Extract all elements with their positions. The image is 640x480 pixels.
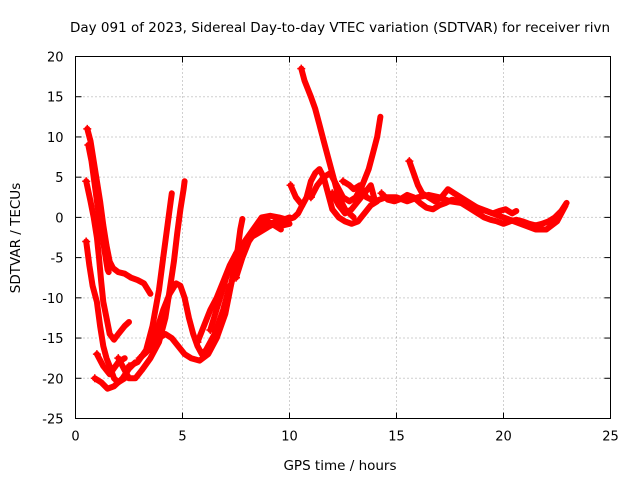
x-tick-label: 0 [71, 430, 79, 445]
series-arc8-start-marker [125, 362, 133, 371]
series-arc5-start-marker [90, 374, 99, 383]
series-arc3 [83, 178, 132, 343]
series-arc1-start-marker [83, 124, 92, 133]
series-arc12-start-marker [206, 326, 215, 335]
chart-title: Day 091 of 2023, Sidereal Day-to-day VTE… [70, 20, 610, 36]
series-arc3-start-marker [82, 177, 91, 186]
series-arc7 [115, 178, 188, 382]
grid [75, 56, 611, 419]
x-tick-labels: 0 5 10 15 20 25 [71, 430, 618, 445]
x-axis-label: GPS time / hours [283, 458, 396, 474]
y-tick-label: -25 [42, 413, 63, 428]
series-arc20-start-marker [405, 157, 414, 166]
y-tick-label: 5 [55, 171, 63, 186]
series-arc10-start-marker [146, 346, 155, 355]
series-arc21-start-marker [377, 189, 386, 198]
series-arc18 [329, 182, 379, 217]
series-arc4-start-marker [82, 237, 91, 246]
series-arc15 [287, 166, 381, 227]
x-tick-label: 20 [495, 430, 512, 445]
series-arc10 [147, 280, 233, 358]
y-tick-label: 0 [55, 211, 63, 226]
y-tick-label: 20 [47, 51, 64, 66]
series-arc19 [340, 178, 569, 233]
series-arc14-start-marker [232, 273, 240, 282]
y-tick-labels: -25 -20 -15 -10 -5 0 5 10 15 20 [42, 51, 63, 428]
series-arc16-start-marker [297, 64, 306, 73]
series-arc2 [85, 142, 112, 276]
y-axis-label: SDTVAR / TECUs [8, 183, 24, 293]
tick-marks [75, 56, 611, 419]
series-arc4 [83, 238, 128, 386]
data-traces [82, 64, 570, 392]
series-arc17 [307, 113, 384, 205]
series-arc17-start-marker [306, 193, 315, 202]
y-tick-label: 10 [47, 131, 64, 146]
x-tick-label: 15 [388, 430, 405, 445]
series-arc21 [378, 190, 570, 229]
x-tick-label: 10 [281, 430, 298, 445]
series-arc15-start-marker [286, 181, 295, 190]
y-tick-label: -10 [42, 292, 63, 307]
series-arc2-start-marker [84, 140, 93, 149]
y-tick-label: -20 [42, 372, 63, 387]
y-tick-label: -5 [51, 252, 64, 267]
x-tick-label: 25 [602, 430, 619, 445]
series-arc6-start-marker [92, 350, 101, 359]
series-arc20 [406, 158, 520, 217]
series-arc9-start-marker [135, 354, 144, 363]
plot-frame [75, 56, 611, 419]
series-arc12 [207, 202, 306, 333]
series-arc13-start-marker [221, 301, 230, 310]
y-tick-label: -15 [42, 332, 63, 347]
series-arc7-start-marker [114, 354, 123, 363]
y-tick-label: 15 [47, 91, 64, 106]
series-arc11-start-marker [193, 338, 202, 347]
series-arc19-start-marker [339, 177, 347, 186]
series-arc14 [233, 218, 284, 281]
series-arc18-start-marker [328, 189, 337, 198]
x-tick-label: 5 [178, 430, 186, 445]
